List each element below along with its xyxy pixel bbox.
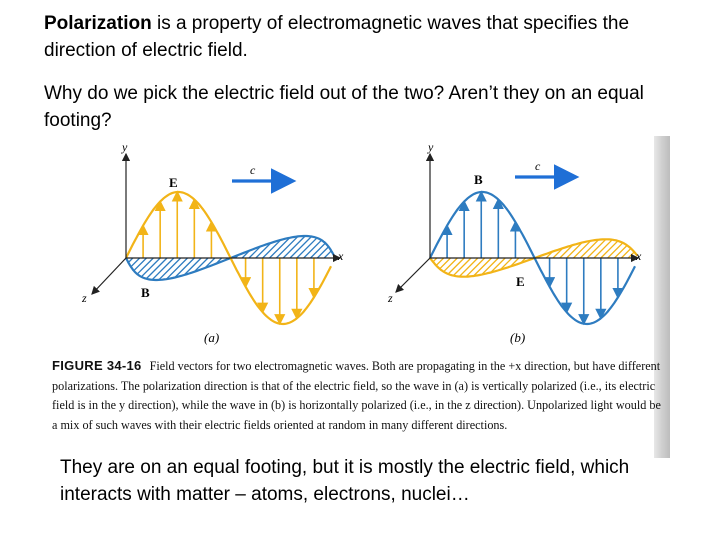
b-field-a-hatch [316,246,330,259]
b-field-a-hatch [282,235,306,259]
b-field-a-hatch [140,257,161,278]
e-field-b-hatch [435,257,445,266]
e-label-a: E [169,175,178,190]
b-field-a-hatch [127,257,134,263]
e-field-b-hatch [432,257,438,263]
e-field-b-hatch [600,240,619,259]
e-field-b-hatch [607,242,624,259]
b-field-a-hatch [255,242,272,259]
y-label-b: y [427,140,434,154]
e-field-b-hatch [439,257,451,270]
b-field-a-hatch [303,239,322,259]
e-field-b-hatch [447,257,465,275]
panel-a: y x z E B c (a) [81,140,344,345]
e-field-b-hatch [465,257,486,278]
e-field-b-hatch [473,257,492,277]
e-label-b: E [516,274,525,289]
x-label-a: x [337,249,344,263]
e-field-b-hatch [620,247,632,259]
e-field-b-hatch [520,257,527,264]
panel-b: y x z B E c (b) [387,140,642,345]
b-field-a-hatch [289,236,312,259]
b-field-a-hatch [262,239,282,259]
b-field-a-hatch [275,235,299,259]
b-field-a-hatch [133,257,147,272]
e-field-b-hatch [566,242,583,259]
x-label-b: x [635,249,642,263]
e-field-b-hatch [509,257,520,267]
b-field-a-hatch [145,257,168,280]
sub-label-b: (b) [510,330,525,345]
intro-text: Polarization is a property of electromag… [44,10,684,64]
figure-label: FIGURE 34-16 [52,358,142,373]
b-field-a-hatch [165,257,188,280]
b-field-a-hatch [151,257,175,281]
intro-rest: is a property of electromagnetic waves t… [44,13,630,61]
sub-label-a: (a) [204,330,219,345]
b-field-a-hatch [323,250,332,259]
b-field-a-hatch [130,257,141,268]
e-field-b-hatch [552,247,564,259]
z-label-b: z [387,291,393,305]
b-field-a-hatch [296,237,318,259]
e-field-b-hatch [481,257,499,276]
b-field-a-hatch [158,257,182,281]
figure-caption: FIGURE 34-16 Field vectors for two electr… [52,356,664,435]
b-field-a-hatch [310,242,326,259]
e-field-b-hatch [573,240,592,259]
e-field-b-hatch [593,239,613,259]
scan-edge [654,136,670,458]
b-field-a-hatch [215,257,223,265]
b-field-a-hatch [204,257,216,269]
b-field-a-hatch [241,250,251,259]
z-axis-b [395,257,431,293]
b-field-a-hatch [269,237,291,259]
b-label-a: B [141,285,150,300]
e-field-b-hatch [586,238,607,259]
e-field-b-hatch [579,239,600,259]
e-field-b-hatch [443,257,458,273]
answer-text: They are on an equal footing, but it is … [60,457,630,505]
e-field-b-hatch [452,257,472,277]
polarization-term: Polarization [44,13,152,34]
e-field-b-hatch [559,244,574,259]
b-field-a-hatch [248,245,262,259]
z-axis-a [91,257,127,295]
c-label-b: c [535,159,541,173]
e-field-b-hatch [627,251,635,259]
e-field-b-hatch [490,257,506,273]
z-label-a: z [81,291,87,305]
question-text: Why do we pick the electric field out of… [44,83,644,131]
b-field-a-hatch [183,257,202,276]
e-field-b-hatch [458,257,479,277]
b-field-a-hatch [174,257,195,278]
e-field-b-hatch [614,244,628,259]
e-field-b-hatch [499,257,513,271]
b-label-b: B [474,172,483,187]
e-field-b-hatch [545,251,553,259]
b-field-a-hatch [136,257,154,275]
c-label-a: c [250,163,256,177]
y-label-a: y [121,140,128,154]
b-field-a-hatch [193,257,209,273]
figure-caption-text: Field vectors for two electromagnetic wa… [52,359,661,432]
